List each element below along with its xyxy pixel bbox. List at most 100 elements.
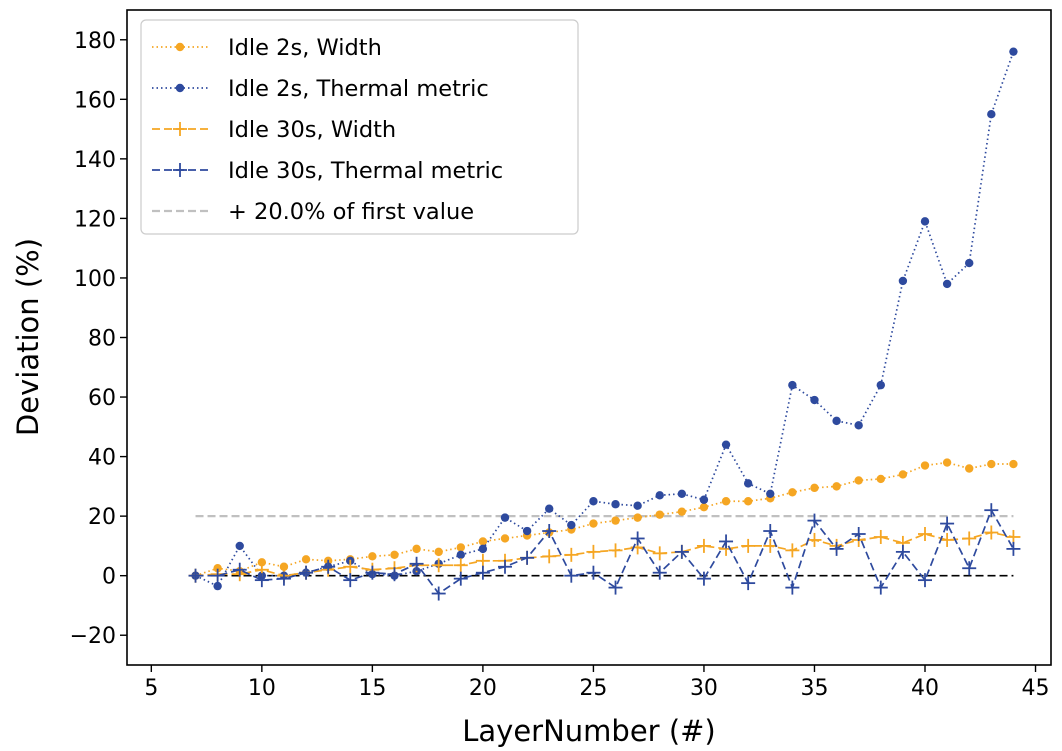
y-tick-label: 20 <box>88 505 116 530</box>
series-3-point <box>520 550 535 565</box>
x-tick-label: 30 <box>690 676 718 701</box>
series-0-point <box>898 470 908 479</box>
y-tick-label: 40 <box>88 446 116 471</box>
legend-item-0: Idle 2s, Width <box>152 35 382 61</box>
series-3-point <box>254 573 269 588</box>
series-0-point <box>390 550 399 560</box>
series-0-point <box>810 483 819 493</box>
y-tick-label: 80 <box>88 327 116 352</box>
legend-swatch-marker <box>173 163 187 177</box>
legend-box <box>140 19 579 235</box>
series-3-point <box>807 513 822 528</box>
series-3-point <box>564 568 579 583</box>
series-1-point <box>942 279 952 289</box>
series-0-point <box>478 537 488 546</box>
series-3-point <box>785 580 800 595</box>
series-1-point <box>854 421 863 430</box>
series-3-point <box>365 565 380 580</box>
series-2-point <box>984 525 999 540</box>
series-3 <box>188 503 1021 601</box>
series-0-point <box>721 497 731 506</box>
y-tick-label: 180 <box>74 29 116 54</box>
series-1-point <box>743 479 753 488</box>
series-3-point <box>586 565 601 580</box>
x-tick-label: 5 <box>144 676 158 701</box>
x-axis: 5 10 15 20 25 30 35 40 45 <box>144 665 1050 701</box>
series-3-point <box>741 576 756 591</box>
series-2-point <box>542 549 557 564</box>
series-1-point <box>655 491 664 500</box>
series-3-point <box>763 524 778 539</box>
x-tick-label: 40 <box>911 676 939 701</box>
series-1-point <box>213 581 222 591</box>
series-3-point <box>895 544 910 559</box>
series-3-point <box>918 573 932 588</box>
series-0-point <box>788 488 797 497</box>
series-0-point <box>1009 459 1018 469</box>
series-0-point <box>434 547 443 557</box>
series-1-point <box>589 497 598 506</box>
series-3-point <box>276 571 291 586</box>
series-0-line <box>195 461 1014 577</box>
x-tick-label: 25 <box>579 676 607 701</box>
series-2-point <box>453 558 468 573</box>
series-1-point <box>478 544 488 554</box>
series-3-point <box>542 524 557 539</box>
series-0-point <box>854 476 863 485</box>
series-0-point <box>699 503 709 512</box>
x-tick-label: 35 <box>800 676 828 701</box>
series-3-point <box>608 580 623 595</box>
legend-item-1: Idle 2s, Thermal metric <box>152 76 489 102</box>
y-tick-label: 0 <box>102 565 116 590</box>
series-3-point <box>387 567 402 582</box>
series-1-point <box>766 489 775 499</box>
series-3-point <box>851 527 866 541</box>
series-3-point <box>188 568 203 583</box>
series-3-point <box>1006 541 1021 556</box>
series-0-point <box>655 510 664 519</box>
legend-item-4: + 20.0% of first value <box>152 199 474 225</box>
series-3-point <box>984 503 999 518</box>
series-3-point <box>232 562 247 577</box>
y-axis-label: Deviation (%) <box>11 238 45 436</box>
x-tick-label: 15 <box>358 676 386 701</box>
y-tick-label: 120 <box>74 207 116 232</box>
series-1-point <box>500 513 510 522</box>
series-2-point <box>763 538 778 553</box>
series-2-point <box>962 531 977 546</box>
series-0-point <box>611 516 620 525</box>
legend-item-3: Idle 30s, Thermal metric <box>152 158 503 184</box>
series-3-point <box>431 586 446 601</box>
x-axis-label: LayerNumber (#) <box>462 714 716 748</box>
series-1-point <box>699 495 709 504</box>
series-1-point <box>677 489 687 499</box>
series-0-point <box>456 543 465 552</box>
series-2-point <box>940 532 955 547</box>
series-0-point <box>876 474 885 484</box>
legend-label: Idle 2s, Thermal metric <box>228 76 489 102</box>
series-3-point <box>829 541 844 556</box>
series-1-point <box>1009 47 1018 56</box>
series-3-point <box>873 580 888 595</box>
series-2-point <box>586 544 601 559</box>
series-3-point <box>962 561 977 576</box>
series-0-point <box>743 497 753 506</box>
series-1-point <box>898 276 908 286</box>
series-2-point <box>1006 529 1021 544</box>
series-2-point <box>652 546 667 561</box>
series-3-point <box>630 531 645 546</box>
legend-swatch-marker <box>175 83 185 93</box>
series-3-point <box>321 559 336 574</box>
series-3-point <box>498 559 512 574</box>
series-0-point <box>368 552 377 561</box>
series-1-point <box>810 395 819 405</box>
series-0-point <box>500 534 510 543</box>
series-1-point <box>611 500 620 509</box>
series-3-point <box>652 565 667 580</box>
legend-label: Idle 30s, Thermal metric <box>228 158 503 184</box>
legend-label: Idle 30s, Width <box>228 117 396 143</box>
series-0-point <box>633 513 642 522</box>
series-1-point <box>876 380 885 390</box>
series-1-point <box>965 258 974 268</box>
